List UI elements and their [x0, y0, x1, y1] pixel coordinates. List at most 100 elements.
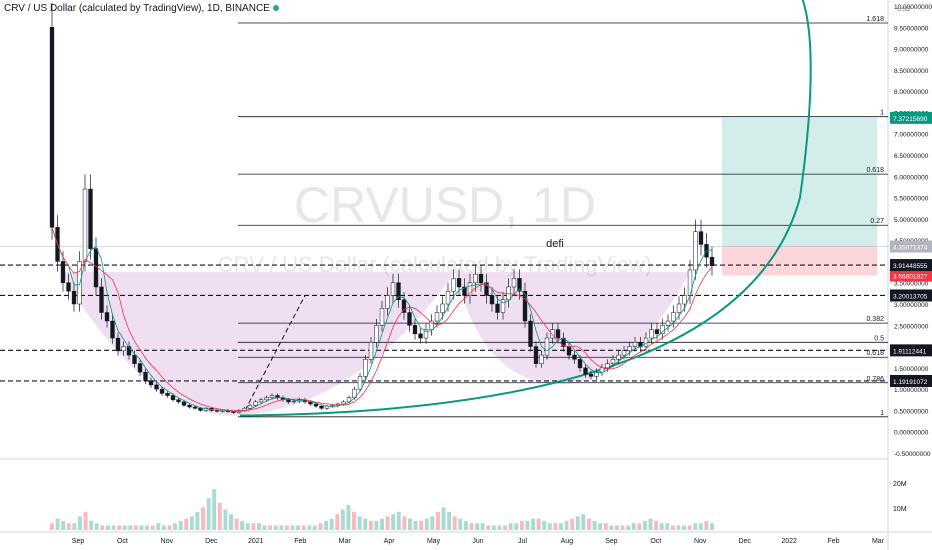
volume-bar	[184, 518, 189, 530]
price-tick-label: 9.50000000	[894, 25, 929, 32]
volume-bar	[145, 525, 150, 530]
volume-bar	[441, 507, 446, 530]
candle-body	[198, 408, 203, 411]
chart-header: CRV / US Dollar (calculated by TradingVi…	[4, 3, 279, 14]
volume-bar	[161, 525, 166, 530]
volume-bar	[463, 520, 468, 530]
volume-bar	[665, 523, 670, 530]
volume-bar	[133, 525, 138, 530]
candle-body	[313, 403, 319, 407]
candle-body	[572, 354, 577, 360]
volume-bar	[251, 523, 256, 530]
candle-body	[517, 278, 522, 292]
volume-bar	[525, 520, 530, 530]
volume-bar	[368, 520, 373, 530]
volume-bar	[329, 518, 334, 530]
candle-body	[583, 367, 588, 375]
fib-label: 0.27	[870, 218, 884, 225]
price-label-text: 3.66801827	[893, 274, 928, 281]
time-tick-label: Oct	[117, 538, 128, 545]
volume-bar	[111, 525, 116, 530]
volume-bar	[284, 525, 289, 530]
candle-body	[693, 231, 698, 271]
level-label-text: 1.19191072	[893, 379, 928, 386]
volume-bar	[352, 511, 356, 530]
candle-body	[319, 405, 324, 409]
candle-body	[423, 329, 429, 339]
candle-body	[363, 359, 368, 377]
candle-body	[522, 290, 528, 322]
volume-bar	[491, 525, 496, 530]
volume-bar	[542, 520, 547, 530]
position-target-zone	[722, 117, 877, 247]
candle-body	[445, 290, 451, 305]
volume-bar	[531, 518, 535, 530]
candle-body	[533, 346, 539, 364]
fib-label: 1.618	[866, 16, 884, 23]
volume-bar	[581, 514, 586, 530]
candle-body	[594, 371, 599, 377]
candle-body	[286, 399, 291, 403]
volume-tick-label: 10M	[893, 506, 907, 513]
candle-body	[539, 354, 544, 364]
candle-body	[137, 363, 143, 373]
volume-bar	[178, 520, 183, 530]
price-tick-label: 8.50000000	[894, 68, 929, 75]
time-tick-label: Feb	[294, 538, 306, 545]
volume-bar	[559, 523, 563, 530]
candle-body	[511, 278, 517, 288]
candle-body	[434, 312, 440, 322]
volume-bar	[402, 516, 407, 530]
candle-body	[407, 312, 412, 326]
candle-body	[632, 342, 638, 347]
volume-bar	[122, 525, 127, 530]
volume-bar	[503, 525, 508, 530]
volume-bar	[89, 520, 94, 530]
watermark-symbol: CRVUSD, 1D	[294, 177, 596, 233]
candle-body	[621, 350, 627, 356]
price-tick-label: 6.50000000	[894, 153, 929, 160]
candle-body	[396, 282, 401, 300]
candle-body	[390, 282, 396, 296]
price-label-text: 4.35071374	[893, 244, 928, 251]
volume-bar	[458, 518, 463, 530]
candle-body	[401, 299, 407, 313]
time-tick-label: Nov	[161, 538, 174, 545]
volume-bar	[156, 523, 161, 530]
volume-bar	[547, 523, 552, 530]
volume-bar	[575, 516, 580, 530]
chart-title: CRV / US Dollar (calculated by TradingVi…	[4, 3, 270, 14]
volume-bar	[268, 525, 273, 530]
candle-body	[181, 401, 187, 406]
volume-bar	[150, 525, 155, 530]
candle-body	[544, 337, 550, 356]
volume-bar	[687, 525, 692, 530]
candle-body	[605, 363, 610, 369]
volume-bar	[385, 516, 390, 530]
time-tick-label: Sep	[605, 538, 618, 545]
fib-label: 0.5	[874, 335, 884, 342]
candle-body	[88, 188, 93, 249]
volume-bar	[201, 507, 205, 530]
candle-body	[110, 320, 115, 339]
volume-bar	[637, 523, 642, 530]
volume-bar	[626, 525, 631, 530]
volume-bar	[83, 511, 88, 530]
price-tick-label: 10.00000000	[894, 4, 932, 11]
volume-bar	[363, 518, 368, 530]
price-tick-label: 1.50000000	[894, 366, 929, 373]
price-tick-label: -0.50000000	[894, 451, 931, 458]
volume-bar	[598, 523, 603, 530]
level-label-text: 3.91448555	[893, 263, 928, 270]
volume-bar	[72, 523, 77, 530]
volume-bar	[536, 518, 541, 530]
time-tick-label: Apr	[384, 538, 396, 545]
candle-body	[264, 397, 269, 401]
price-tick-label: 7.00000000	[894, 132, 929, 139]
candle-body	[82, 188, 88, 262]
candle-body	[258, 399, 264, 403]
volume-bar	[357, 516, 362, 530]
